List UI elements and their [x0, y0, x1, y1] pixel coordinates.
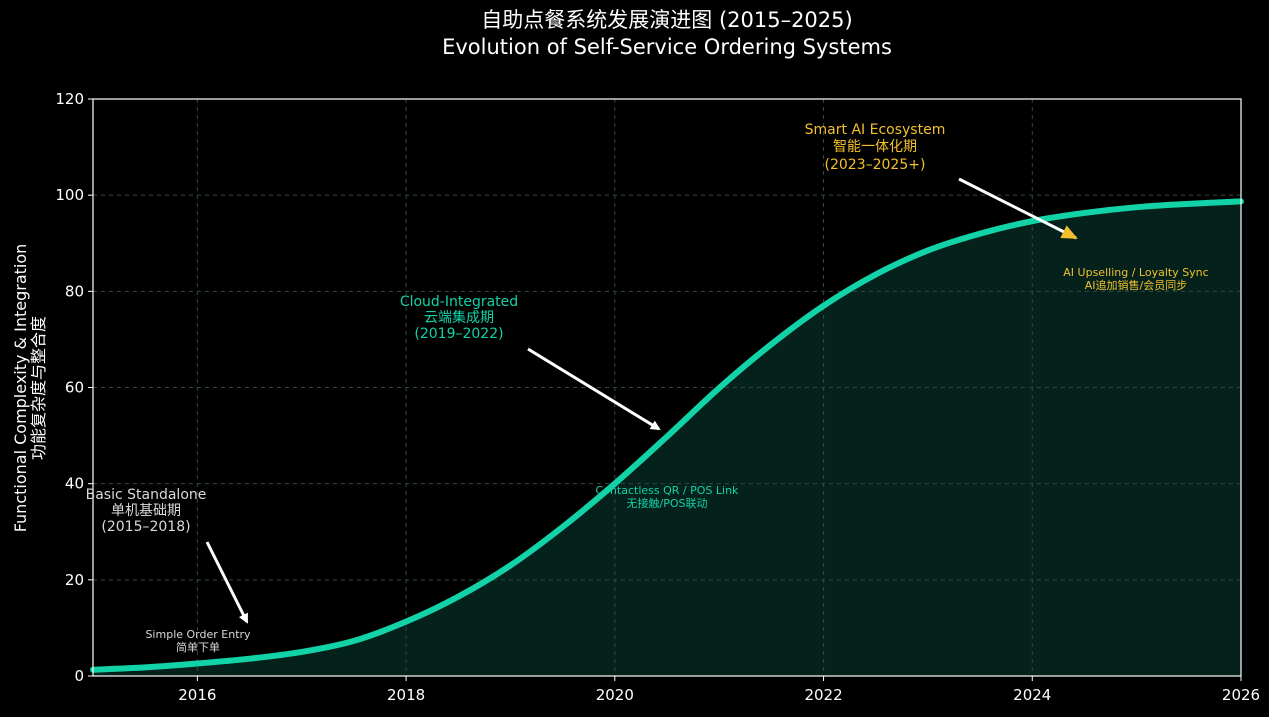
y-tick-label: 120: [55, 90, 84, 108]
phase-2-zh: 云端集成期: [424, 309, 494, 326]
feature-2-label: Contactless QR / POS Link 无接触/POS联动: [596, 484, 740, 510]
chart-title-zh: 自助点餐系统发展演进图 (2015–2025): [481, 8, 852, 32]
feature-1-zh: 简单下单: [176, 640, 220, 654]
phase-2-years: (2019–2022): [414, 326, 503, 342]
x-tick-label: 2024: [1013, 686, 1051, 704]
feature-3-zh: AI追加销售/会员同步: [1085, 278, 1187, 292]
phase-1-zh: 单机基础期: [111, 502, 181, 519]
arrow-phase-3: [958, 177, 1078, 240]
phase-1-en: Basic Standalone: [86, 487, 207, 503]
feature-3-en: AI Upselling / Loyalty Sync: [1063, 266, 1208, 279]
arrow-phase-2: [527, 347, 661, 431]
feature-3-label: AI Upselling / Loyalty Sync AI追加销售/会员同步: [1063, 266, 1208, 292]
chart-title-en: Evolution of Self-Service Ordering Syste…: [442, 35, 892, 59]
y-axis-label-en: Functional Complexity & Integration: [11, 244, 30, 533]
phase-3-en: Smart AI Ecosystem: [805, 122, 946, 138]
feature-1-label: Simple Order Entry 简单下单: [145, 628, 251, 654]
phase-1-label: Basic Standalone 单机基础期 (2015–2018): [86, 487, 207, 535]
y-tick-label: 100: [55, 186, 84, 204]
x-tick-label: 2020: [596, 686, 634, 704]
phase-3-years: (2023–2025+): [825, 157, 926, 173]
y-tick-label: 60: [65, 379, 84, 397]
plot-area: 0 20 40 60 80 100 120 2016 2018 2020 2022 2024 2026: [55, 90, 1260, 704]
phase-3-zh: 智能一体化期: [833, 139, 917, 155]
y-tick-label: 0: [74, 667, 84, 685]
y-tick-label: 20: [65, 571, 84, 589]
feature-2-zh: 无接触/POS联动: [627, 496, 708, 510]
x-tick-label: 2022: [804, 686, 842, 704]
feature-1-en: Simple Order Entry: [145, 628, 251, 641]
y-axis-label-zh: 功能复杂度与整合度: [29, 316, 48, 460]
y-tick-label: 40: [65, 475, 84, 493]
x-tick-label: 2016: [178, 686, 216, 704]
y-tick-label: 80: [65, 282, 84, 300]
feature-2-en: Contactless QR / POS Link: [596, 484, 740, 497]
phase-2-en: Cloud-Integrated: [400, 294, 518, 310]
arrow-phase-1: [205, 541, 249, 624]
phase-3-label: Smart AI Ecosystem 智能一体化期 (2023–2025+): [805, 122, 946, 173]
x-tick-label: 2018: [387, 686, 425, 704]
x-tick-label: 2026: [1222, 686, 1260, 704]
phase-2-label: Cloud-Integrated 云端集成期 (2019–2022): [400, 294, 518, 342]
phase-1-years: (2015–2018): [101, 519, 190, 535]
